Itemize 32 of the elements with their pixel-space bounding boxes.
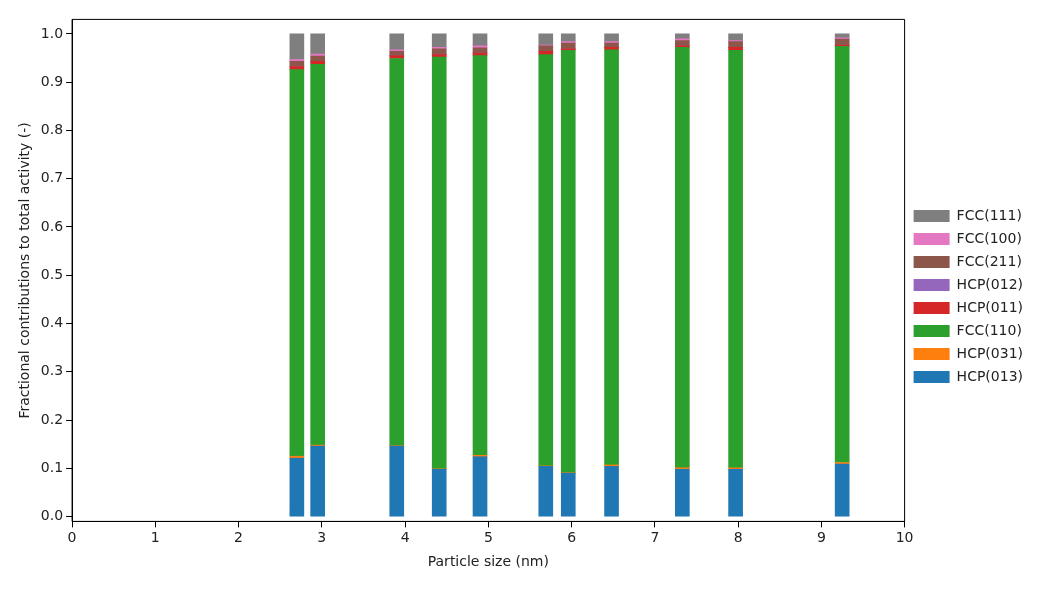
x-tick-label: 1 xyxy=(150,529,160,546)
y-tick-label: 0.0 xyxy=(40,507,64,524)
legend-label: HCP(012) xyxy=(956,275,1023,292)
x-tick-label: 3 xyxy=(317,529,327,546)
x-tick-label: 4 xyxy=(400,529,410,546)
y-tick-label: 0.3 xyxy=(40,362,64,379)
x-tick-label: 8 xyxy=(733,529,743,546)
legend-label: HCP(013) xyxy=(956,367,1023,384)
y-tick-label: 0.6 xyxy=(40,217,64,234)
x-tick-label: 0 xyxy=(67,529,77,546)
y-tick-label: 1.0 xyxy=(40,24,64,41)
x-tick-label: 7 xyxy=(650,529,660,546)
y-tick-label: 0.1 xyxy=(40,458,64,475)
y-tick-label: 0.9 xyxy=(40,72,64,89)
x-axis-title: Particle size (nm) xyxy=(427,553,549,570)
legend-label: HCP(031) xyxy=(956,344,1023,361)
legend-label: FCC(100) xyxy=(956,229,1022,246)
legend-label: FCC(111) xyxy=(956,206,1022,223)
x-tick-label: 5 xyxy=(483,529,493,546)
y-tick-label: 0.8 xyxy=(40,121,64,138)
y-tick-label: 0.7 xyxy=(40,169,64,186)
x-tick-label: 2 xyxy=(234,529,244,546)
legend-label: FCC(110) xyxy=(956,321,1022,338)
y-tick-label: 0.5 xyxy=(40,265,64,282)
x-tick-label: 6 xyxy=(567,529,577,546)
y-tick-label: 0.2 xyxy=(40,410,64,427)
legend-label: FCC(211) xyxy=(956,252,1022,269)
y-tick-label: 0.4 xyxy=(40,314,64,331)
x-tick-label: 9 xyxy=(816,529,826,546)
legend-label: HCP(011) xyxy=(956,298,1023,315)
x-tick-label: 10 xyxy=(895,529,914,546)
y-axis-title: Fractional contributions to total activity (-) xyxy=(16,122,33,419)
